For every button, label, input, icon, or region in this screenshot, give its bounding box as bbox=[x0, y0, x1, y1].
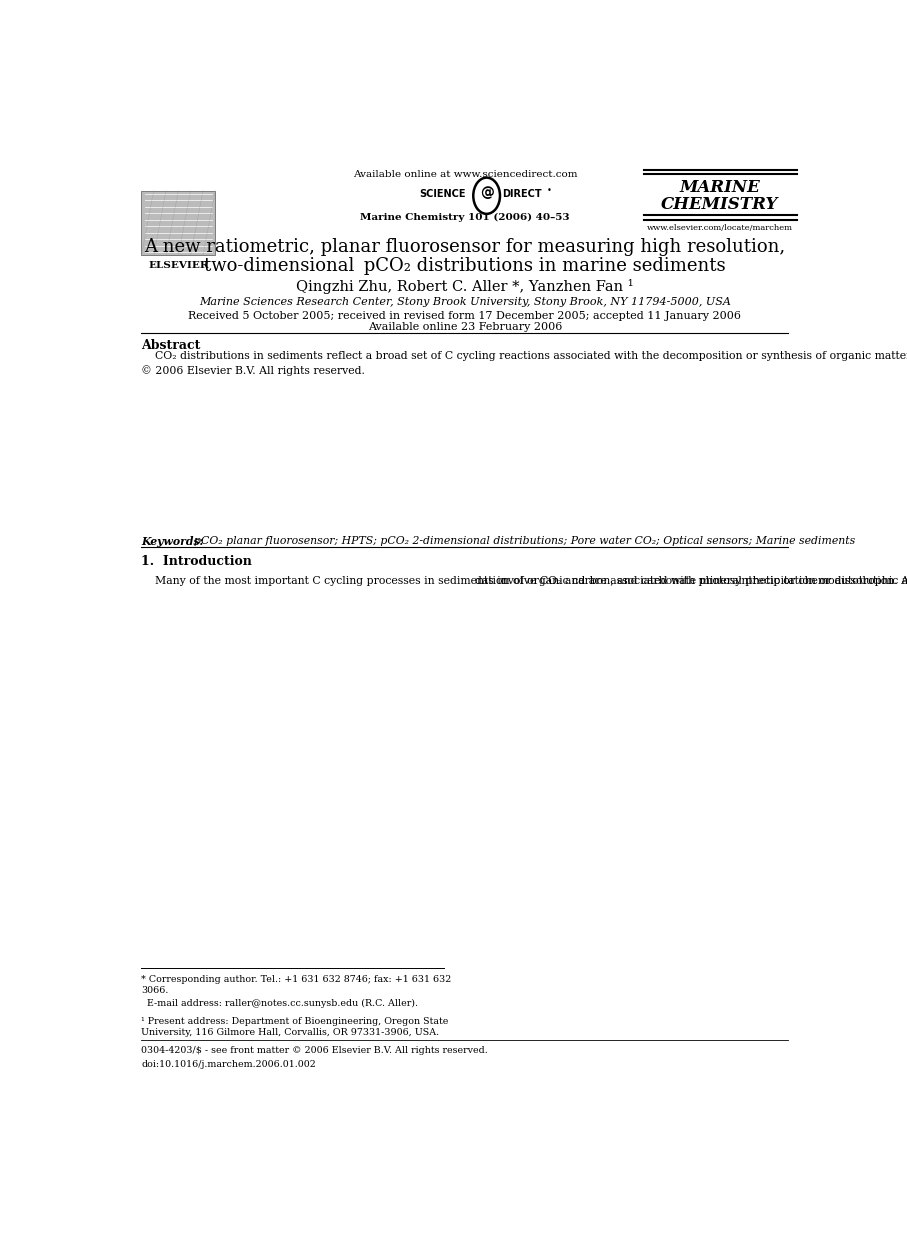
Text: A new ratiometric, planar fluorosensor for measuring high resolution,: A new ratiometric, planar fluorosensor f… bbox=[144, 238, 785, 256]
Text: E-mail address: raller@notes.cc.sunysb.edu (R.C. Aller).: E-mail address: raller@notes.cc.sunysb.e… bbox=[141, 999, 418, 1008]
Text: Marine Chemistry 101 (2006) 40–53: Marine Chemistry 101 (2006) 40–53 bbox=[360, 213, 570, 222]
Text: Abstract: Abstract bbox=[141, 339, 200, 353]
Text: @: @ bbox=[480, 186, 493, 199]
Text: Marine Sciences Research Center, Stony Brook University, Stony Brook, NY 11794-5: Marine Sciences Research Center, Stony B… bbox=[199, 297, 731, 307]
Text: ELSEVIER: ELSEVIER bbox=[148, 261, 209, 270]
Text: DIRECT: DIRECT bbox=[502, 188, 541, 198]
Text: * Corresponding author. Tel.: +1 631 632 8746; fax: +1 631 632
3066.: * Corresponding author. Tel.: +1 631 632… bbox=[141, 976, 452, 995]
Text: dation of organic carbon, and carbonate mineral precipitation or dissolution. As: dation of organic carbon, and carbonate … bbox=[475, 576, 907, 586]
Text: CHEMISTRY: CHEMISTRY bbox=[661, 196, 779, 213]
Text: Qingzhi Zhu, Robert C. Aller *, Yanzhen Fan ¹: Qingzhi Zhu, Robert C. Aller *, Yanzhen … bbox=[296, 279, 634, 295]
Text: www.elsevier.com/locate/marchem: www.elsevier.com/locate/marchem bbox=[647, 224, 793, 232]
Text: two-dimensional  pCO₂ distributions in marine sediments: two-dimensional pCO₂ distributions in ma… bbox=[204, 258, 726, 275]
Bar bbox=[141, 191, 215, 255]
Text: Keywords:: Keywords: bbox=[141, 536, 208, 547]
Text: pCO₂ planar fluorosensor; HPTS; pCO₂ 2-dimensional distributions; Pore water CO₂: pCO₂ planar fluorosensor; HPTS; pCO₂ 2-d… bbox=[194, 536, 855, 546]
Text: ¹ Present address: Department of Bioengineering, Oregon State
University, 116 Gi: ¹ Present address: Department of Bioengi… bbox=[141, 1016, 449, 1037]
Text: MARINE: MARINE bbox=[679, 180, 760, 196]
Text: doi:10.1016/j.marchem.2006.01.002: doi:10.1016/j.marchem.2006.01.002 bbox=[141, 1060, 317, 1068]
Text: •: • bbox=[547, 186, 552, 194]
Text: SCIENCE: SCIENCE bbox=[419, 188, 465, 198]
Text: Received 5 October 2005; received in revised form 17 December 2005; accepted 11 : Received 5 October 2005; received in rev… bbox=[189, 311, 741, 321]
Text: 1.  Introduction: 1. Introduction bbox=[141, 555, 252, 568]
Text: Many of the most important C cycling processes in sediments involve CO₂ and are : Many of the most important C cycling pro… bbox=[141, 576, 907, 586]
Text: CO₂ distributions in sediments reflect a broad set of C cycling reactions associ: CO₂ distributions in sediments reflect a… bbox=[141, 350, 907, 375]
Text: Available online 23 February 2006: Available online 23 February 2006 bbox=[367, 322, 562, 332]
Text: Available online at www.sciencedirect.com: Available online at www.sciencedirect.co… bbox=[353, 171, 577, 180]
Text: 0304-4203/$ - see front matter © 2006 Elsevier B.V. All rights reserved.: 0304-4203/$ - see front matter © 2006 El… bbox=[141, 1046, 488, 1055]
